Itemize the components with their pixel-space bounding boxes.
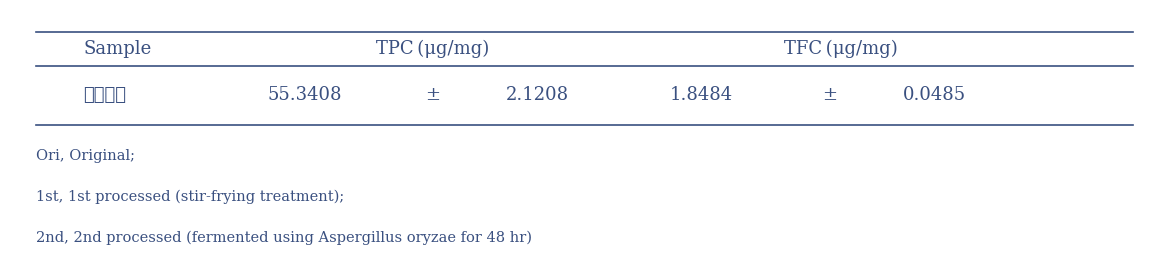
Text: Ori, Original;: Ori, Original; — [36, 149, 136, 163]
Text: 2nd, 2nd processed (fermented using Aspergillus oryzae for 48 hr): 2nd, 2nd processed (fermented using Aspe… — [36, 231, 532, 245]
Text: ±: ± — [822, 86, 837, 104]
Text: Sample: Sample — [83, 40, 151, 58]
Text: 55.3408: 55.3408 — [268, 86, 341, 104]
Text: ±: ± — [426, 86, 441, 104]
Text: TFC (μg/mg): TFC (μg/mg) — [784, 40, 898, 58]
Text: 2.1208: 2.1208 — [506, 86, 569, 104]
Text: 오구오구: 오구오구 — [83, 86, 126, 104]
Text: 1st, 1st processed (stir-frying treatment);: 1st, 1st processed (stir-frying treatmen… — [36, 190, 345, 204]
Text: 0.0485: 0.0485 — [902, 86, 966, 104]
Text: TPC (μg/mg): TPC (μg/mg) — [376, 40, 490, 58]
Text: 1.8484: 1.8484 — [670, 86, 733, 104]
